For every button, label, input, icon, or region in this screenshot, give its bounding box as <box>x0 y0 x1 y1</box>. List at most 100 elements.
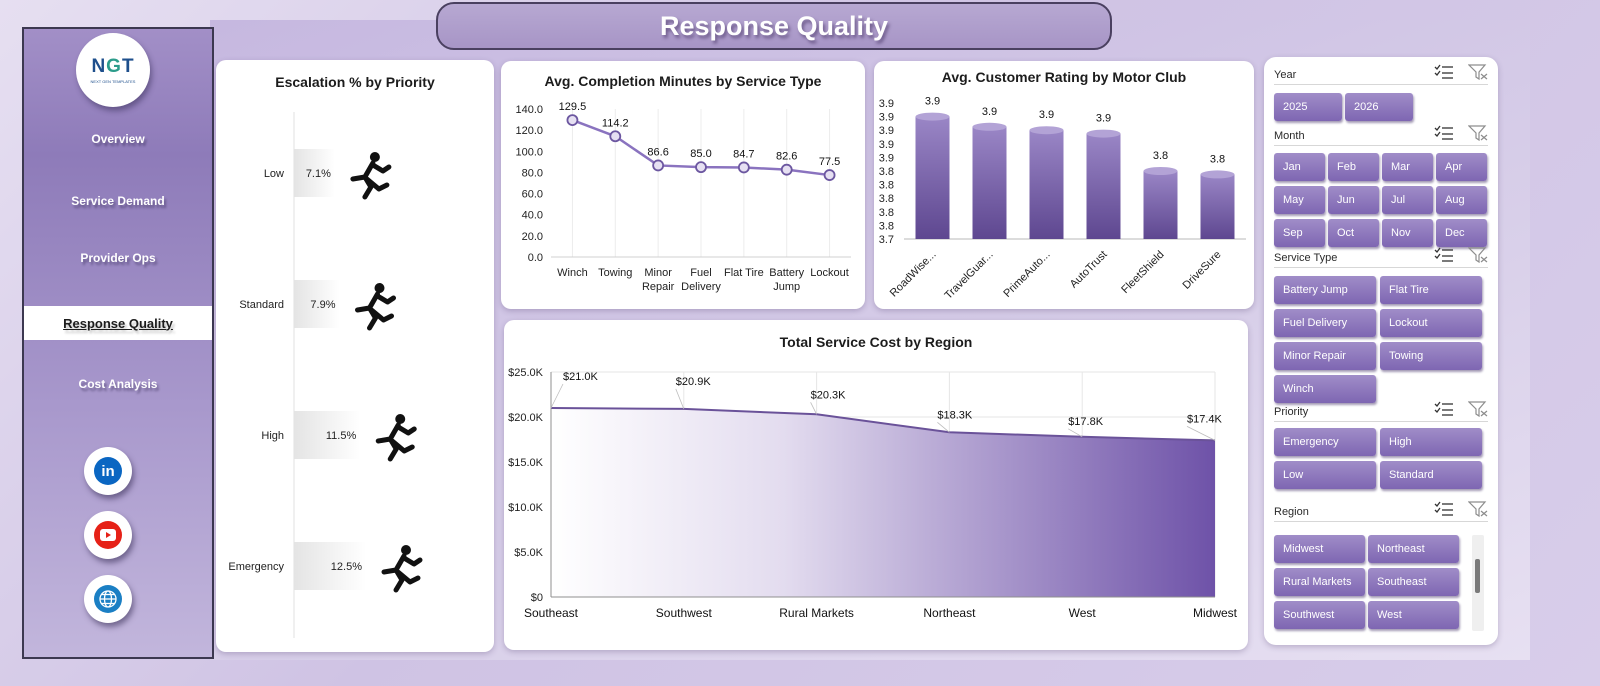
rating-y-tick: 3.9 <box>879 98 894 110</box>
page-title: Response Quality <box>659 10 889 41</box>
completion-point <box>695 161 707 174</box>
slicer-option-service-type[interactable]: Battery Jump <box>1274 276 1376 304</box>
slicer-option-month[interactable]: Feb <box>1328 153 1379 181</box>
runner-icon <box>350 152 392 200</box>
multi-select-icon[interactable] <box>1434 247 1454 268</box>
escalation-card: Escalation % by Priority Low 7.1% Standard… <box>216 60 494 652</box>
clear-filter-icon[interactable] <box>1467 125 1488 146</box>
rating-data-label: 3.9 <box>1039 109 1054 121</box>
slicer-option-month[interactable]: Jul <box>1382 186 1433 214</box>
sidebar-item-service-demand[interactable]: Service Demand <box>71 194 165 208</box>
youtube-icon <box>94 521 122 549</box>
escalation-category-label: Low <box>264 168 284 180</box>
completion-point <box>652 159 665 172</box>
completion-chart: 0.0 20.0 40.0 60.0 80.0 100.0 120.0 140.0 129.5 W… <box>515 101 851 293</box>
multi-select-icon[interactable] <box>1434 125 1454 146</box>
multi-select-icon[interactable] <box>1434 501 1454 522</box>
rating-y-tick: 3.8 <box>879 207 894 219</box>
rating-y-tick: 3.8 <box>879 180 894 192</box>
slicer-option-year[interactable]: 2025 <box>1274 93 1342 121</box>
linkedin-icon: in <box>94 457 122 485</box>
slicer-option-service-type[interactable]: Fuel Delivery <box>1274 309 1376 337</box>
completion-title: Avg. Completion Minutes by Service Type <box>544 73 822 89</box>
slicer-option-month[interactable]: Mar <box>1382 153 1433 181</box>
rating-column <box>1143 171 1178 239</box>
cost-title: Total Service Cost by Region <box>779 334 973 350</box>
slicer-option-month[interactable]: Dec <box>1436 219 1487 247</box>
completion-x-label: Battery <box>769 267 804 279</box>
youtube-button[interactable] <box>84 511 132 559</box>
slicer-header-month: Month <box>1274 125 1488 146</box>
sidebar-item-response-quality[interactable]: Response Quality <box>24 306 212 340</box>
rating-x-label: PrimeAuto... <box>1001 249 1052 300</box>
slicer-option-service-type[interactable]: Flat Tire <box>1380 276 1482 304</box>
cost-x-label: Southeast <box>524 606 579 620</box>
completion-data-label: 77.5 <box>819 156 840 168</box>
rating-column-top <box>915 112 950 121</box>
clear-filter-icon[interactable] <box>1467 64 1488 85</box>
multi-select-icon[interactable] <box>1434 64 1454 85</box>
completion-y-tick: 120.0 <box>515 125 543 137</box>
completion-data-label: 86.6 <box>647 146 668 158</box>
cost-chart: $0 $5.0K $10.0K $15.0K $20.0K $25.0K $21.0K Sou… <box>508 367 1238 620</box>
slicer-header-priority: Priority <box>1274 401 1488 422</box>
slicer-option-region[interactable]: Rural Markets <box>1274 568 1365 596</box>
cost-y-tick: $10.0K <box>508 502 544 514</box>
slicer-option-service-type[interactable]: Winch <box>1274 375 1376 403</box>
slicer-option-month[interactable]: May <box>1274 186 1325 214</box>
slicer-option-month[interactable]: Oct <box>1328 219 1379 247</box>
escalation-category-label: Emergency <box>228 561 284 573</box>
slicer-option-region[interactable]: West <box>1368 601 1459 629</box>
rating-x-label: DriveSure <box>1181 249 1224 292</box>
sidebar-item-overview[interactable]: Overview <box>91 132 145 146</box>
escalation-category-label: High <box>261 430 284 442</box>
sidebar-item-cost-analysis[interactable]: Cost Analysis <box>78 377 158 391</box>
slicer-option-service-type[interactable]: Minor Repair <box>1274 342 1376 370</box>
slicer-label: Month <box>1274 129 1305 142</box>
rating-y-tick: 3.9 <box>879 112 894 124</box>
slicer-option-service-type[interactable]: Towing <box>1380 342 1482 370</box>
slicer-option-priority[interactable]: Standard <box>1380 461 1482 489</box>
rating-column <box>915 116 950 239</box>
slicer-option-region[interactable]: Southwest <box>1274 601 1365 629</box>
slicer-option-region[interactable]: Midwest <box>1274 535 1365 563</box>
slicer-option-priority[interactable]: High <box>1380 428 1482 456</box>
rating-column <box>1200 174 1235 239</box>
slicer-option-month[interactable]: Sep <box>1274 219 1325 247</box>
region-scrollbar[interactable] <box>1472 535 1484 631</box>
completion-x-label: Jump <box>773 281 800 293</box>
slicer-option-priority[interactable]: Emergency <box>1274 428 1376 456</box>
escalation-title: Escalation % by Priority <box>275 74 435 90</box>
slicer-option-month[interactable]: Apr <box>1436 153 1487 181</box>
completion-y-tick: 100.0 <box>515 146 543 158</box>
website-button[interactable] <box>84 575 132 623</box>
slicer-option-month[interactable]: Jun <box>1328 186 1379 214</box>
multi-select-icon[interactable] <box>1434 401 1454 422</box>
rating-y-tick: 3.8 <box>879 220 894 232</box>
slicer-option-service-type[interactable]: Lockout <box>1380 309 1482 337</box>
rating-x-label: AutoTrust <box>1068 249 1110 291</box>
slicer-option-month[interactable]: Aug <box>1436 186 1487 214</box>
clear-filter-icon[interactable] <box>1467 501 1488 522</box>
scrollbar-thumb[interactable] <box>1475 559 1480 593</box>
rating-column <box>1086 133 1121 239</box>
cost-y-tick: $0 <box>531 592 543 604</box>
escalation-bar <box>294 149 335 197</box>
completion-y-tick: 0.0 <box>528 252 543 264</box>
slicer-option-priority[interactable]: Low <box>1274 461 1376 489</box>
escalation-value-label: 12.5% <box>331 561 362 573</box>
slicer-option-region[interactable]: Northeast <box>1368 535 1459 563</box>
slicer-option-month[interactable]: Nov <box>1382 219 1433 247</box>
rating-column-top <box>1143 167 1178 175</box>
linkedin-button[interactable]: in <box>84 447 132 495</box>
cost-data-label: $20.3K <box>811 389 847 401</box>
slicer-option-year[interactable]: 2026 <box>1345 93 1413 121</box>
cost-data-label: $21.0K <box>563 371 599 383</box>
sidebar-item-provider-ops[interactable]: Provider Ops <box>80 251 156 265</box>
clear-filter-icon[interactable] <box>1467 247 1488 268</box>
slicer-option-region[interactable]: Southeast <box>1368 568 1459 596</box>
completion-y-tick: 40.0 <box>522 210 543 222</box>
clear-filter-icon[interactable] <box>1467 401 1488 422</box>
completion-point <box>780 163 793 176</box>
slicer-option-month[interactable]: Jan <box>1274 153 1325 181</box>
